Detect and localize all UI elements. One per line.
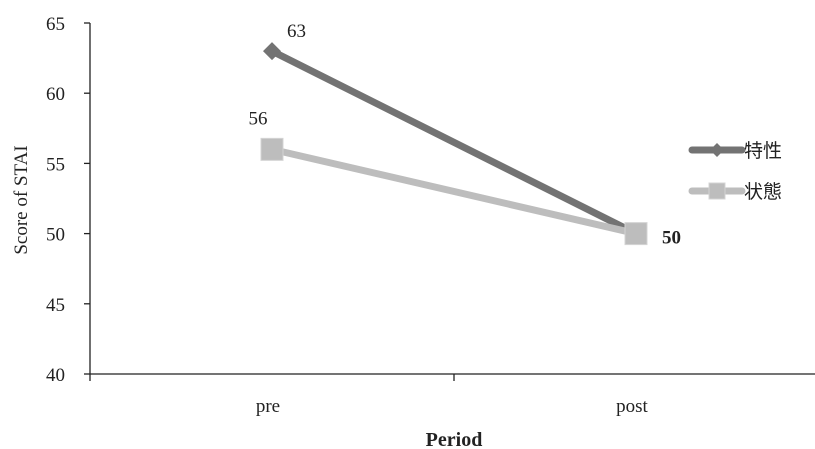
series-2 — [260, 137, 648, 246]
y-axis-ticks: 40 45 50 55 60 65 — [46, 14, 90, 386]
series-line — [268, 145, 640, 238]
series-1 — [263, 42, 645, 243]
data-label: 56 — [249, 108, 268, 129]
y-tick-label: 40 — [46, 365, 65, 386]
y-tick-label: 45 — [46, 295, 65, 316]
x-tick-label: pre — [256, 396, 280, 417]
square-marker — [260, 137, 284, 161]
x-tick-label: post — [616, 396, 648, 417]
data-labels: 63 56 50 — [249, 21, 682, 249]
data-label: 50 — [662, 228, 681, 249]
legend-label: 特性 — [744, 140, 782, 162]
legend-diamond-marker — [710, 143, 724, 157]
square-marker — [624, 222, 648, 246]
y-tick-label: 60 — [46, 84, 65, 105]
diamond-marker — [263, 42, 281, 61]
x-axis-ticks: pre post — [89, 374, 649, 417]
series-line — [268, 47, 640, 238]
chart-axes — [89, 23, 815, 375]
x-axis-title: Period — [426, 429, 483, 449]
y-tick-label: 50 — [46, 225, 65, 246]
legend-item-2: 状態 — [688, 181, 782, 203]
data-label: 63 — [287, 21, 306, 42]
y-axis-title: Score of STAI — [11, 145, 32, 254]
legend-square-marker — [708, 182, 726, 200]
legend-label: 状態 — [744, 181, 782, 203]
y-tick-label: 65 — [46, 14, 65, 35]
legend-item-1: 特性 — [688, 140, 782, 162]
series-group — [260, 42, 648, 246]
y-tick-label: 55 — [46, 154, 65, 175]
